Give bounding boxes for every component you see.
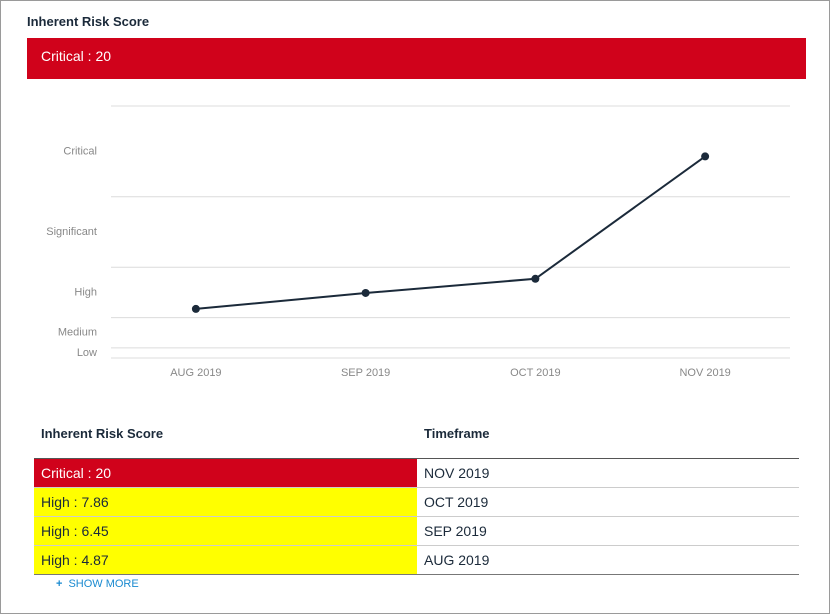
- score-table: Inherent Risk Score Timeframe Critical :…: [34, 408, 799, 575]
- y-tick-label: Significant: [46, 226, 97, 238]
- chart: Low Medium High Significant Critical AUG 2019…: [46, 105, 790, 379]
- table-row: High : 7.86 OCT 2019: [34, 488, 799, 517]
- column-header: Timeframe: [424, 425, 490, 441]
- point: [191, 304, 200, 313]
- show-more-text[interactable]: SHOW MORE: [68, 578, 139, 590]
- y-tick-label: Critical: [63, 145, 97, 157]
- line: [195, 155, 706, 310]
- timeframe-cell: SEP 2019: [424, 523, 487, 539]
- point: [531, 274, 540, 283]
- table-header: Inherent Risk Score Timeframe: [34, 408, 799, 459]
- score-cell: High : 6.45: [34, 517, 417, 545]
- y-tick-label: Low: [77, 347, 97, 359]
- x-tick-label: OCT 2019: [510, 367, 561, 379]
- table-row: Critical : 20 NOV 2019: [34, 459, 799, 488]
- timeframe-cell: OCT 2019: [424, 494, 489, 510]
- point: [701, 152, 710, 161]
- show-more-link[interactable]: + SHOW MORE: [56, 578, 139, 590]
- timeframe-cell: NOV 2019: [424, 465, 490, 481]
- x-tick-label: NOV 2019: [679, 367, 730, 379]
- y-tick-label: High: [74, 286, 97, 298]
- table-row: High : 4.87 AUG 2019: [34, 546, 799, 575]
- table-row: High : 6.45 SEP 2019: [34, 517, 799, 546]
- y-tick-label: Medium: [58, 327, 97, 339]
- score-cell: High : 4.87: [34, 546, 417, 574]
- point: [361, 288, 370, 297]
- score-cell: High : 7.86: [34, 488, 417, 516]
- score-cell: Critical : 20: [34, 459, 417, 487]
- x-tick-label: SEP 2019: [341, 367, 390, 379]
- section-title: Inherent Risk Score: [27, 14, 150, 29]
- x-tick-label: AUG 2019: [170, 367, 221, 379]
- timeframe-cell: AUG 2019: [424, 552, 490, 568]
- score-banner: Critical : 20: [27, 38, 806, 79]
- column-header: Inherent Risk Score: [41, 425, 164, 441]
